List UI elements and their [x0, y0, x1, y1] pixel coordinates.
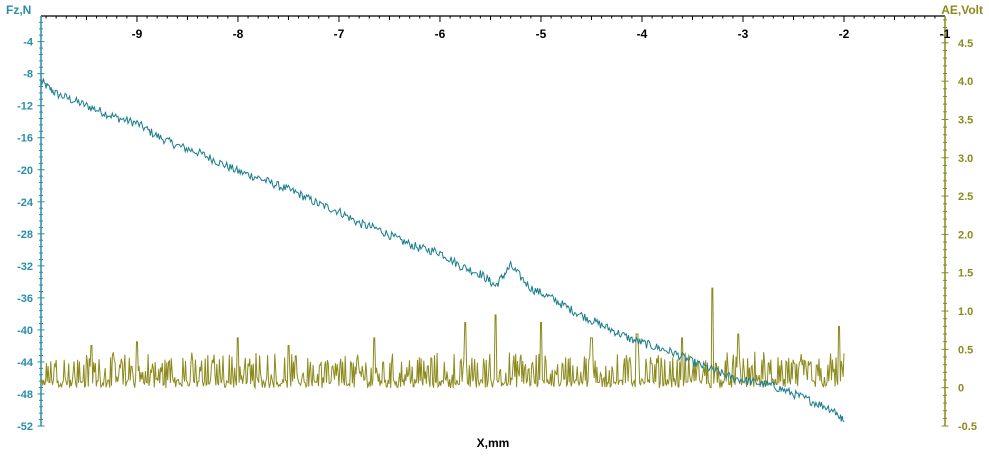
x-tick-label: -7: [334, 27, 345, 41]
axes: [37, 15, 949, 427]
right-tick-label: 1.0: [958, 306, 973, 318]
left-tick-label: -32: [17, 261, 33, 273]
x-tick-label: -8: [233, 27, 244, 41]
left-tick-label: -48: [17, 389, 33, 401]
x-axis-title: X,mm: [477, 436, 510, 450]
right-tick-label: 0.5: [958, 344, 973, 356]
left-tick-label: -28: [17, 229, 33, 241]
left-tick-label: -20: [17, 165, 33, 177]
right-axis-title: AE,Volt: [941, 3, 983, 17]
fz-line: [40, 77, 845, 423]
left-tick-label: -8: [23, 69, 33, 81]
x-tick-label: -9: [132, 27, 143, 41]
right-tick-label: 3.5: [958, 114, 973, 126]
left-tick-label: -40: [17, 325, 33, 337]
right-tick-label: -0.5: [958, 421, 977, 433]
x-tick-label: -2: [839, 27, 850, 41]
right-tick-label: 0: [958, 383, 964, 395]
left-axis-title: Fz,N: [6, 3, 31, 17]
x-tick-label: -3: [738, 27, 749, 41]
left-tick-label: -16: [17, 133, 33, 145]
axis-labels: -9 -8 -7 -6 -5 -4 -3 -2 -1 -4 -8 -12 -16 -20 -24 -28 -32…: [6, 3, 983, 450]
x-tick-label: -1: [940, 27, 951, 41]
left-tick-label: -12: [17, 101, 33, 113]
right-tick-label: 4.0: [958, 76, 973, 88]
left-tick-label: -44: [17, 357, 34, 369]
x-tick-label: -5: [536, 27, 547, 41]
left-tick-label: -24: [17, 197, 34, 209]
right-tick-label: 2.0: [958, 229, 973, 241]
right-tick-label: 2.5: [958, 191, 973, 203]
right-tick-label: 3.0: [958, 153, 973, 165]
left-tick-label: -52: [17, 421, 33, 433]
x-tick-label: -4: [637, 27, 648, 41]
x-tick-label: -6: [435, 27, 446, 41]
ae-line: [40, 287, 845, 390]
fz-series: [40, 77, 845, 423]
left-tick-label: -36: [17, 293, 33, 305]
left-tick-label: -4: [23, 37, 34, 49]
right-tick-label: 1.5: [958, 268, 973, 280]
ae-series: [40, 287, 845, 390]
right-tick-label: 4.5: [958, 38, 973, 50]
